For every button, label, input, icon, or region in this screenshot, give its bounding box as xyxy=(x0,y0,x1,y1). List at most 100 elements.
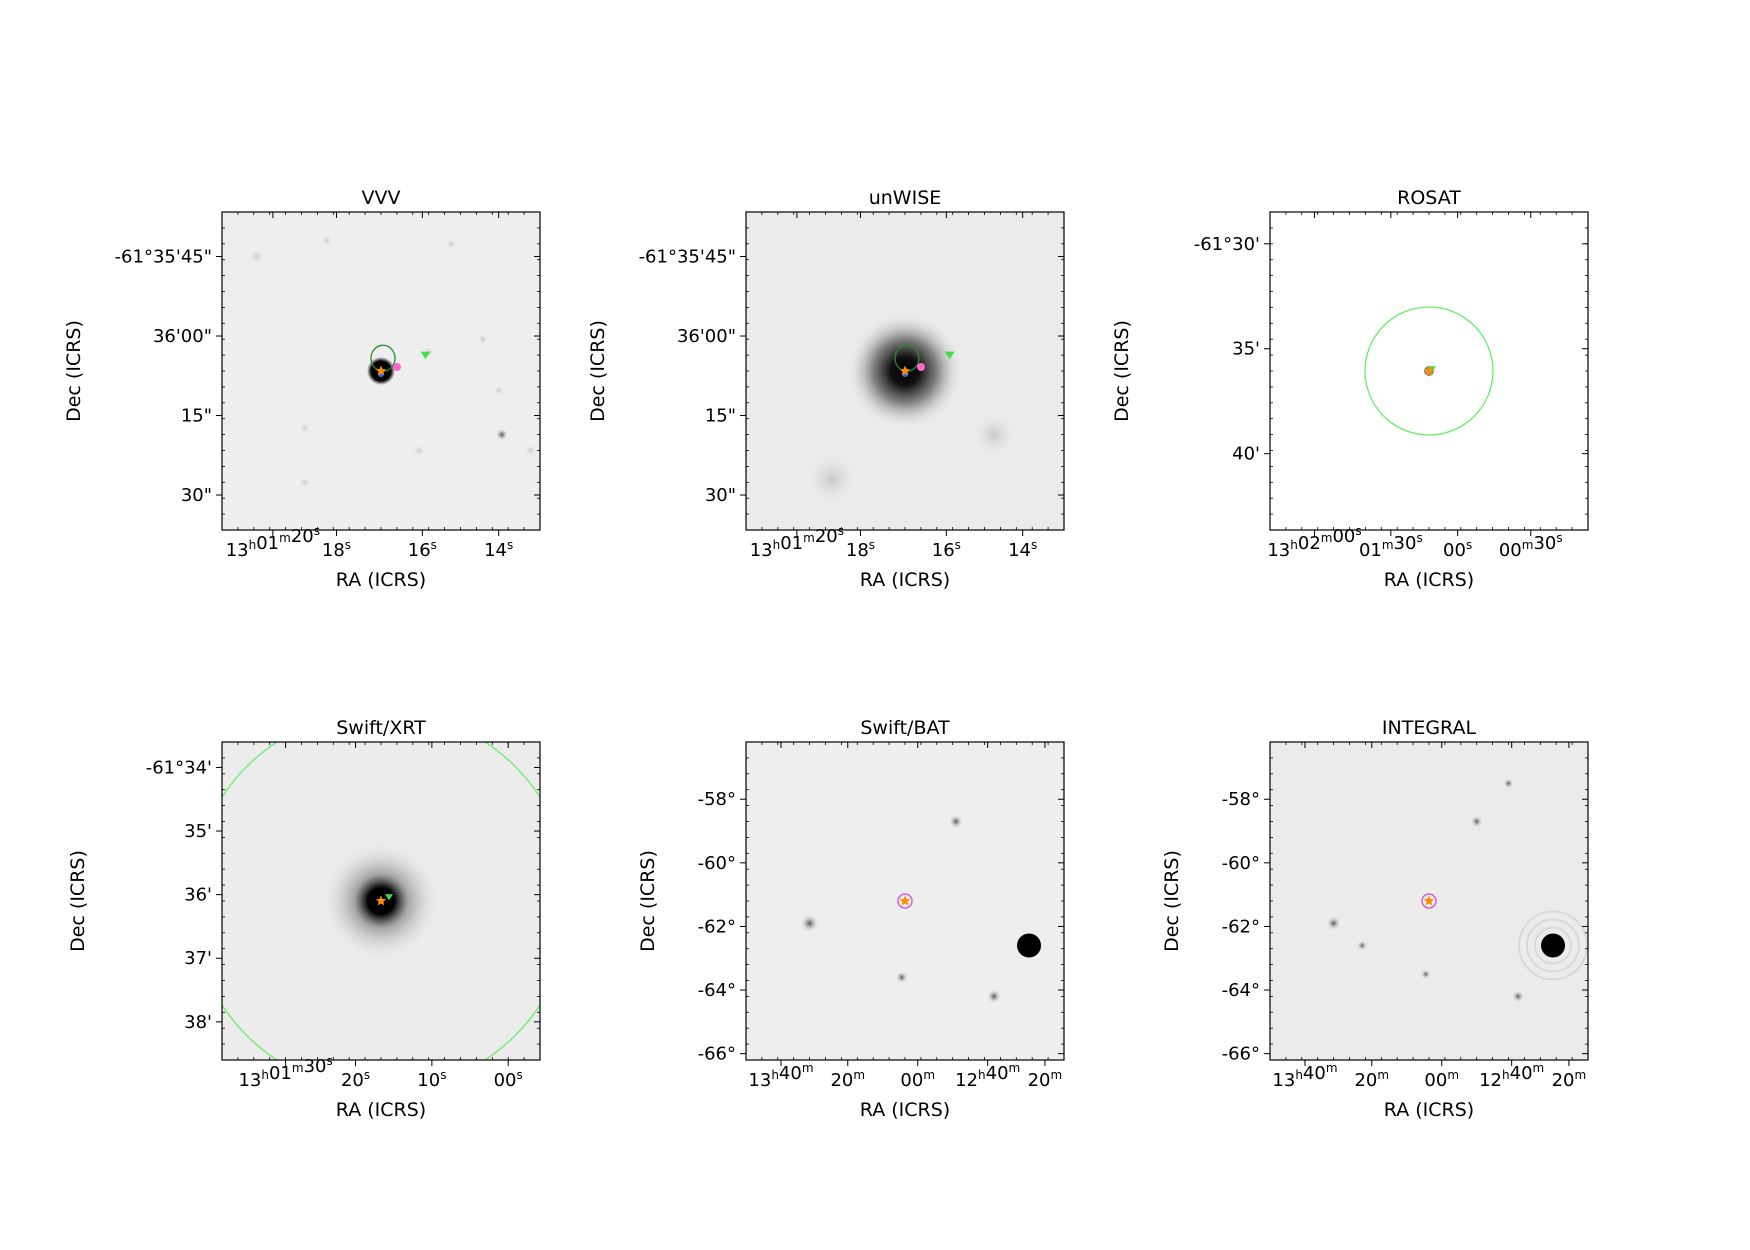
y-tick-label: -61°35'45" xyxy=(115,247,212,268)
y-tick-label: 35' xyxy=(184,821,212,842)
faint-source xyxy=(493,385,504,396)
faint-source xyxy=(974,414,1015,455)
panel-title: INTEGRAL xyxy=(1382,717,1477,739)
green-triangle-marker xyxy=(420,351,431,360)
y-tick-label: -66° xyxy=(1222,1044,1260,1065)
x-tick-label: 13h01m30s xyxy=(238,1054,332,1091)
y-axis-label: Dec (ICRS) xyxy=(63,320,85,422)
x-tick-label: 20m xyxy=(830,1068,865,1091)
y-tick-label: -61°30' xyxy=(1194,234,1260,255)
panel-image xyxy=(746,742,1064,1060)
x-tick-label: 14s xyxy=(1008,538,1037,561)
x-tick-label: 13h01m20s xyxy=(226,524,320,561)
y-tick-label: -58° xyxy=(1222,789,1260,810)
y-tick-label: -64° xyxy=(1222,980,1260,1001)
faint-source xyxy=(299,423,310,434)
field-source xyxy=(1420,969,1431,980)
target-star-marker xyxy=(375,365,387,376)
green-triangle-marker xyxy=(944,351,955,360)
ring xyxy=(1518,910,1588,981)
y-tick-label: 38' xyxy=(184,1012,212,1033)
target-star-marker xyxy=(1423,895,1435,906)
y-axis-label: Dec (ICRS) xyxy=(587,320,609,422)
panel-title: ROSAT xyxy=(1397,187,1461,209)
y-tick-label: -64° xyxy=(698,980,736,1001)
faint-source xyxy=(807,455,856,504)
panel-swift-bat: 13h40m 20m 00m 12h40m 20m -58° -60° -62° -64° -66… xyxy=(637,717,1065,1121)
faint-source xyxy=(249,249,264,264)
target-star-marker xyxy=(899,365,911,376)
y-tick-label: 40' xyxy=(1232,444,1260,465)
x-tick-label: 18s xyxy=(322,538,351,561)
x-axis-label: RA (ICRS) xyxy=(860,569,950,591)
error-circle xyxy=(1364,306,1494,436)
panel-title: VVV xyxy=(362,187,401,209)
x-tick-label: 00m xyxy=(1424,1068,1459,1091)
y-axis-label: Dec (ICRS) xyxy=(1111,320,1133,422)
field-source xyxy=(1326,916,1341,931)
y-tick-label: 36' xyxy=(184,885,212,906)
panel-swift-xrt: 13h01m30s 20s 10s 00s -61°34' 35' 36' 37' 38' Swi… xyxy=(67,717,541,1121)
panel-title: unWISE xyxy=(869,187,942,209)
pink-marker xyxy=(393,363,401,371)
x-tick-label: 16s xyxy=(408,538,437,561)
panel-image xyxy=(222,212,540,530)
y-tick-label: -66° xyxy=(698,1044,736,1065)
pink-marker xyxy=(917,363,925,371)
target-star-marker xyxy=(375,895,387,906)
y-tick-label: 35' xyxy=(1232,339,1260,360)
y-tick-label: 36'00" xyxy=(153,326,212,347)
y-tick-label: 30" xyxy=(705,485,736,506)
error-circle xyxy=(897,893,913,909)
x-tick-label: 20s xyxy=(341,1068,370,1091)
y-tick-label: 15" xyxy=(181,406,212,427)
field-source xyxy=(895,971,908,984)
faint-source xyxy=(477,334,488,345)
field-source xyxy=(1503,778,1514,789)
ring xyxy=(1534,926,1573,965)
x-tick-label: 13h40m xyxy=(748,1061,813,1091)
faint-source xyxy=(299,477,310,488)
panel-image xyxy=(746,212,1064,530)
faint-source xyxy=(525,445,536,456)
faint-source xyxy=(321,235,332,246)
y-tick-label: -62° xyxy=(698,916,736,937)
green-triangle-marker xyxy=(385,894,393,901)
field-source xyxy=(1470,815,1483,828)
field-source xyxy=(948,814,963,829)
panel-title: Swift/BAT xyxy=(860,717,950,739)
x-tick-label: 00m xyxy=(900,1068,935,1091)
x-tick-label: 20m xyxy=(1552,1068,1587,1091)
y-axis-label: Dec (ICRS) xyxy=(67,850,89,952)
bright-source xyxy=(1017,933,1042,958)
faint-source xyxy=(445,238,456,249)
x-tick-label: 13h01m20s xyxy=(750,524,844,561)
y-tick-label: -60° xyxy=(698,853,736,874)
y-tick-label: 15" xyxy=(705,406,736,427)
x-tick-label: 14s xyxy=(484,538,513,561)
ring xyxy=(1526,918,1581,973)
y-axis-label: Dec (ICRS) xyxy=(1161,850,1183,952)
y-tick-label: -61°35'45" xyxy=(639,247,736,268)
panel-integral: 13h40m 20m 00m 12h40m 20m -58° -60° -62° -64° -66… xyxy=(1161,717,1589,1121)
x-tick-label: 00m30s xyxy=(1499,531,1563,561)
field-source xyxy=(1357,940,1368,951)
error-circle xyxy=(1421,893,1437,909)
y-tick-label: -60° xyxy=(1222,853,1260,874)
panel-image xyxy=(1270,212,1588,530)
y-tick-label: 37' xyxy=(184,948,212,969)
target-star-marker xyxy=(1423,365,1435,376)
y-tick-label: -61°34' xyxy=(146,757,212,778)
panel-title: Swift/XRT xyxy=(336,717,426,739)
x-tick-label: 13h40m xyxy=(1272,1061,1337,1091)
x-axis-label: RA (ICRS) xyxy=(336,1099,426,1121)
x-tick-label: 13h02m00s xyxy=(1267,524,1361,561)
field-source xyxy=(800,914,819,933)
x-tick-label: 00s xyxy=(1443,538,1472,561)
x-tick-label: 00s xyxy=(494,1068,523,1091)
faint-source xyxy=(414,445,425,456)
